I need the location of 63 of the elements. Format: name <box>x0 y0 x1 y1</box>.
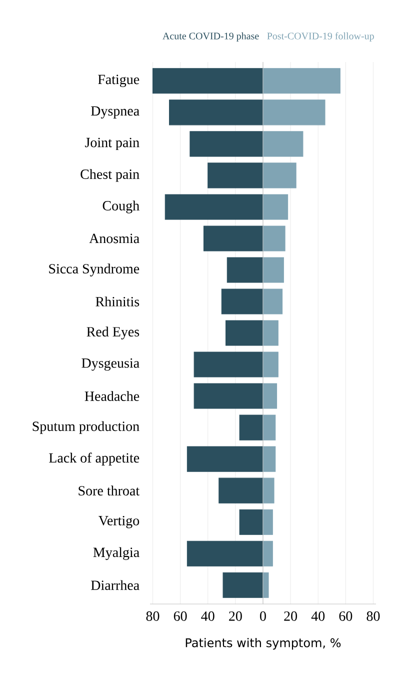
bar <box>262 68 340 94</box>
y-tick-label: Joint pain <box>85 138 140 150</box>
bar <box>218 478 264 504</box>
bar <box>262 320 278 346</box>
bar <box>262 446 276 472</box>
bar <box>262 414 276 440</box>
bar <box>262 100 326 126</box>
y-tick-label: Anosmia <box>89 234 140 244</box>
y-tick-label: Rhinitis <box>96 296 140 306</box>
bar <box>208 162 264 188</box>
y-tick-label: Dysgeusia <box>82 358 140 371</box>
text: Post-COVID-19 follow-up <box>267 32 374 42</box>
y-tick-label: Sicca Syndrome <box>49 264 140 276</box>
bar <box>194 383 264 409</box>
bar <box>226 257 264 283</box>
bar <box>262 509 273 535</box>
text: Acute COVID-19 phase <box>162 32 259 42</box>
y-tick-label: Chest pain <box>80 169 140 182</box>
y-tick-label: Cough <box>102 200 140 214</box>
bar <box>226 320 264 346</box>
bar <box>194 352 264 378</box>
x-axis-title: Patients with symptom, % <box>186 638 341 650</box>
bar <box>186 446 264 472</box>
bar <box>262 131 304 157</box>
y-tick-label: Lack of appetite <box>49 452 140 466</box>
bar <box>239 509 264 535</box>
x-tick-label: 40 <box>311 611 325 621</box>
x-tick-label: 20 <box>229 611 242 621</box>
bar <box>190 131 264 157</box>
bar <box>262 257 284 283</box>
bar <box>262 194 288 220</box>
x-tick-label: 20 <box>284 611 298 621</box>
x-tick-label: 80 <box>146 611 160 621</box>
y-tick-label: Diarrhea <box>91 580 140 590</box>
bar <box>262 383 278 409</box>
x-tick-label: 60 <box>174 611 187 621</box>
y-tick-label: Dyspnea <box>91 106 140 119</box>
y-tick-label: Fatigue <box>98 74 140 88</box>
bar <box>262 162 296 188</box>
bar <box>186 540 264 566</box>
bar <box>262 226 286 252</box>
bar <box>222 572 264 598</box>
y-tick-label: Sore throat <box>78 486 140 496</box>
bar <box>262 352 278 378</box>
x-tick-label: 60 <box>339 611 352 621</box>
bar <box>262 288 283 314</box>
y-tick-label: Red Eyes <box>86 326 140 340</box>
bar <box>262 540 273 566</box>
bar <box>169 100 264 126</box>
bar <box>152 68 264 94</box>
bar <box>164 194 264 220</box>
x-tick-label: 40 <box>201 611 214 621</box>
y-tick-label: Vertigo <box>98 516 140 528</box>
x-tick-label: 80 <box>366 611 380 621</box>
y-tick-label: Headache <box>84 391 140 401</box>
bar <box>203 226 264 252</box>
x-tick-label: 0 <box>260 611 266 621</box>
bar <box>262 478 274 504</box>
bar <box>262 572 269 598</box>
bar <box>221 288 264 314</box>
bar <box>239 414 264 440</box>
y-tick-label: Sputum production <box>32 421 140 434</box>
y-tick-label: Myalgia <box>93 547 140 560</box>
